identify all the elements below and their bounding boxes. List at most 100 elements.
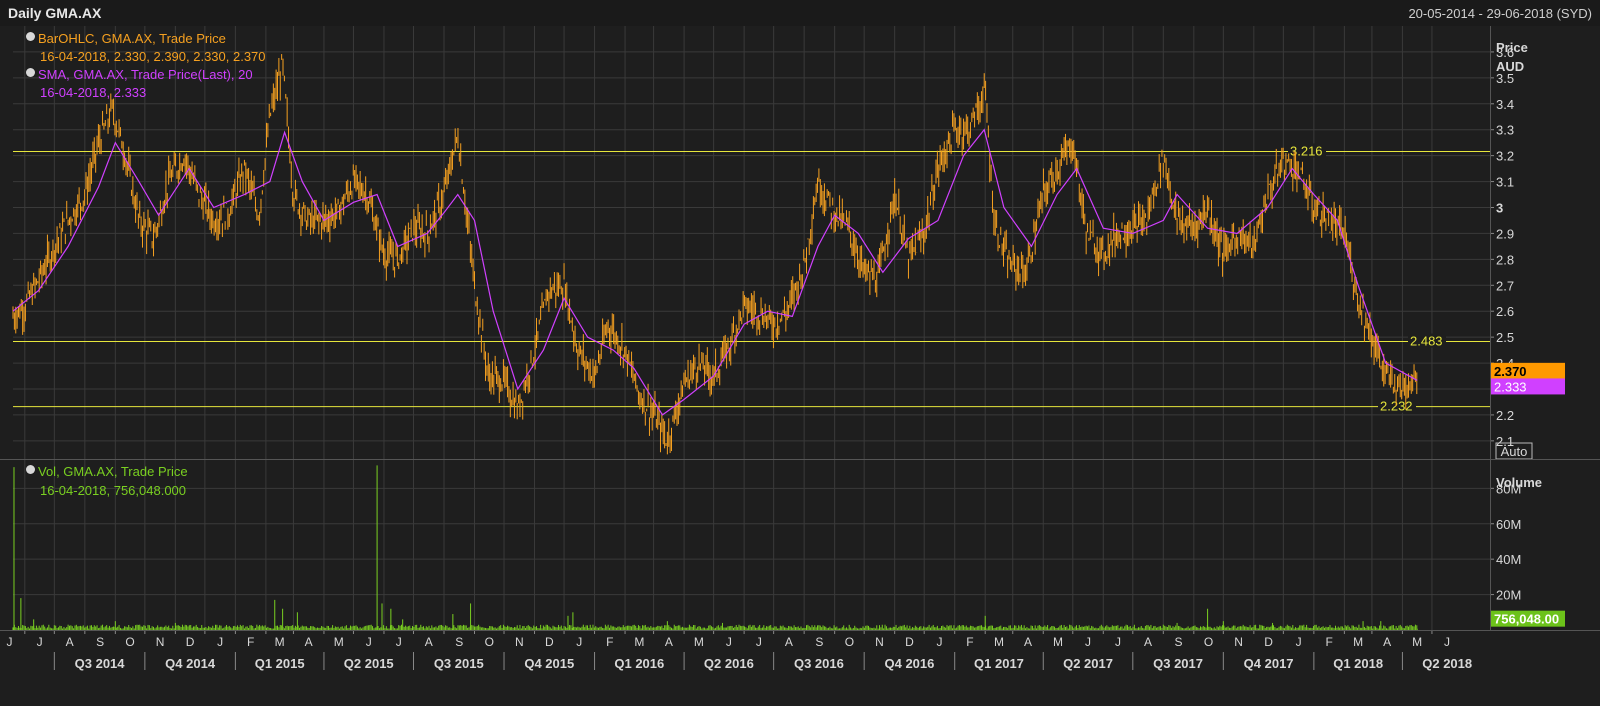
month-tick-label: D [545, 635, 554, 649]
month-tick-label: A [425, 635, 433, 649]
quarter-tick-label: Q2 2018 [1422, 656, 1472, 671]
reference-line-label-bg [1378, 398, 1416, 413]
month-tick-label: O [1204, 635, 1213, 649]
volume-tick-label: 60M [1496, 517, 1521, 532]
month-tick-label: J [217, 635, 223, 649]
month-tick-label: A [66, 635, 74, 649]
month-tick-label: J [366, 635, 372, 649]
month-tick-label: F [606, 635, 613, 649]
ohlc-legend-name: BarOHLC, GMA.AX, Trade Price [38, 31, 226, 46]
month-tick-label: F [966, 635, 973, 649]
month-tick-label: J [936, 635, 942, 649]
quarter-tick-label: Q2 2016 [704, 656, 754, 671]
legend-toggle-icon[interactable] [26, 68, 35, 77]
price-tick-label: 2.9 [1496, 226, 1514, 241]
price-tick-label: 3.3 [1496, 123, 1514, 138]
chart-title: Daily GMA.AX [8, 5, 102, 21]
sma-legend[interactable]: SMA, GMA.AX, Trade Price(Last), 20 [26, 67, 253, 82]
price-volume-chart[interactable]: J J A S O N D J F M A M J J A S O N D J F M A M J J A S O N D J F M A M J J A S… [0, 26, 1600, 706]
sma-line[interactable] [12, 128, 1418, 416]
volume-legend[interactable]: Vol, GMA.AX, Trade Price [26, 464, 188, 479]
month-tick-label: M [1353, 635, 1363, 649]
price-panel[interactable] [13, 26, 1490, 459]
volume-legend-values: 16-04-2018, 756,048.000 [40, 483, 187, 498]
last-price-badge [1491, 362, 1565, 379]
month-tick-label: J [726, 635, 732, 649]
volume-panel[interactable] [13, 460, 1490, 630]
month-tick-label: J [37, 635, 43, 649]
month-tick-label: M [334, 635, 344, 649]
price-tick-label: 3 [1496, 200, 1503, 215]
month-tick-label: D [905, 635, 914, 649]
month-tick-label: F [247, 635, 254, 649]
quarter-tick-label: Q2 2017 [1063, 656, 1113, 671]
volume-axis-title: Volume [1496, 475, 1542, 490]
quarter-tick-label: Q4 2017 [1244, 656, 1294, 671]
month-tick-label: J [576, 635, 582, 649]
month-tick-label: J [1085, 635, 1091, 649]
quarter-tick-label: Q1 2017 [974, 656, 1024, 671]
reference-line-label: 3.216 [1290, 143, 1323, 158]
volume-tick-label: 80M [1496, 481, 1521, 496]
month-tick-label: S [96, 635, 104, 649]
sma-badge-label: 2.333 [1494, 379, 1527, 394]
month-tick-label: A [785, 635, 793, 649]
month-tick-label: J [7, 635, 13, 649]
quarter-tick-label: Q3 2014 [75, 656, 126, 671]
quarter-tick-label: Q3 2017 [1153, 656, 1203, 671]
month-tick-label: A [1383, 635, 1391, 649]
quarter-tick-label: Q1 2018 [1333, 656, 1383, 671]
sma-legend-values: 16-04-2018, 2.333 [40, 85, 147, 100]
month-tick-label: J [1444, 635, 1450, 649]
month-tick-label: M [1412, 635, 1422, 649]
month-tick-label: M [275, 635, 285, 649]
price-tick-label: 3.5 [1496, 71, 1514, 86]
auto-scale-label: Auto [1501, 444, 1528, 459]
quarter-tick-label: Q4 2014 [165, 656, 216, 671]
price-axis-unit: AUD [1496, 59, 1524, 74]
price-tick-label: 2.8 [1496, 252, 1514, 267]
month-tick-label: J [1115, 635, 1121, 649]
month-tick-label: S [815, 635, 823, 649]
price-tick-label: 3.1 [1496, 175, 1514, 190]
legend-toggle-icon[interactable] [26, 32, 35, 41]
month-tick-label: O [845, 635, 854, 649]
legend-toggle-icon[interactable] [26, 465, 35, 474]
price-tick-label: 3.2 [1496, 149, 1514, 164]
reference-line-label-bg [1288, 143, 1326, 158]
sma-badge [1491, 378, 1565, 395]
month-tick-label: M [994, 635, 1004, 649]
month-tick-label: A [305, 635, 313, 649]
month-tick-label: A [1144, 635, 1152, 649]
month-tick-label: N [1234, 635, 1243, 649]
date-range: 20-05-2014 - 29-06-2018 (SYD) [1408, 6, 1592, 21]
quarter-tick-label: Q3 2015 [434, 656, 484, 671]
month-tick-label: D [1264, 635, 1273, 649]
volume-legend-name: Vol, GMA.AX, Trade Price [38, 464, 188, 479]
month-tick-label: N [515, 635, 524, 649]
month-tick-label: J [756, 635, 762, 649]
volume-tick-label: 40M [1496, 552, 1521, 567]
reference-line-label: 2.232 [1380, 399, 1413, 414]
month-tick-label: M [634, 635, 644, 649]
sma-legend-name: SMA, GMA.AX, Trade Price(Last), 20 [38, 67, 253, 82]
price-tick-label: 2.1 [1496, 434, 1514, 449]
ohlc-legend-values: 16-04-2018, 2.330, 2.390, 2.330, 2.370 [40, 49, 266, 64]
reference-line-label-bg [1408, 333, 1446, 348]
price-tick-label: 2.2 [1496, 408, 1514, 423]
volume-bars[interactable] [12, 465, 1418, 630]
month-tick-label: A [665, 635, 673, 649]
price-tick-label: 2.7 [1496, 278, 1514, 293]
price-tick-label: 2.6 [1496, 304, 1514, 319]
month-tick-label: A [1024, 635, 1032, 649]
month-tick-label: J [1296, 635, 1302, 649]
month-tick-label: O [125, 635, 134, 649]
month-tick-label: J [396, 635, 402, 649]
month-tick-label: S [455, 635, 463, 649]
month-tick-label: D [186, 635, 195, 649]
price-tick-label: 2.5 [1496, 330, 1514, 345]
volume-tick-label: 20M [1496, 588, 1521, 603]
ohlc-legend[interactable]: BarOHLC, GMA.AX, Trade Price [26, 31, 226, 46]
last-price-badge-label: 2.370 [1494, 364, 1527, 379]
